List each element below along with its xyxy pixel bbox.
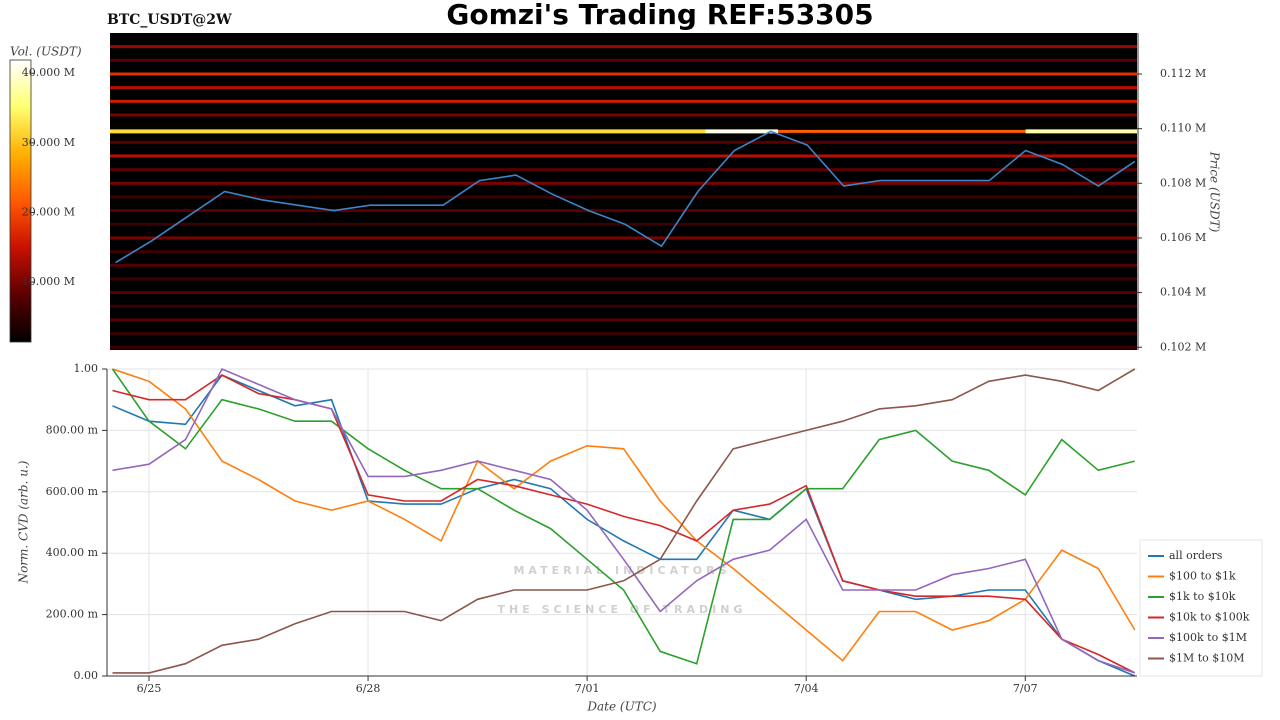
- legend-label: all orders: [1169, 549, 1223, 562]
- heatmap-band: [110, 209, 1137, 213]
- heatmap-band: [110, 236, 1137, 240]
- y-tick-label: 600.00 m: [46, 485, 99, 498]
- heatmap-band: [110, 291, 1137, 295]
- heatmap-band: [110, 113, 1137, 117]
- series-line: [112, 368, 1136, 662]
- series-line: [112, 374, 1136, 674]
- series-line: [112, 368, 1136, 674]
- heatmap-background: [110, 33, 1137, 350]
- heatmap-band: [110, 129, 706, 134]
- legend-label: $1M to $10M: [1169, 652, 1245, 665]
- heatmap-band: [110, 318, 1137, 322]
- legend: [1139, 539, 1263, 677]
- heatmap-band: [110, 154, 1137, 158]
- y-tick-label: 0.110 M: [1160, 122, 1206, 135]
- legend-label: $10k to $100k: [1169, 611, 1250, 624]
- series-line: [112, 367, 1136, 674]
- y-tick-label: 0.106 M: [1160, 231, 1206, 244]
- x-tick-label: 7/01: [575, 682, 600, 695]
- x-tick-label: 7/07: [1013, 682, 1038, 695]
- colorbar-tick-label: 30.000 M: [22, 136, 75, 149]
- heatmap-band: [110, 345, 1137, 349]
- heatmap-band: [1025, 129, 1137, 134]
- heatmap-band: [110, 58, 1137, 62]
- colorbar-tick-label: 10.000 M: [22, 275, 75, 288]
- legend-label: $1k to $10k: [1169, 590, 1236, 603]
- heatmap-band: [110, 250, 1137, 254]
- colorbar-tick-label: 20.000 M: [22, 205, 75, 218]
- colorbar-label: Vol. (USDT): [10, 45, 82, 59]
- y-axis-label: Price (USDT): [1208, 151, 1222, 233]
- heatmap-band: [705, 129, 779, 134]
- heatmap-band: [110, 86, 1137, 90]
- heatmap-band: [110, 72, 1137, 76]
- colorbar-tick-label: 40.000 M: [22, 66, 75, 79]
- x-tick-label: 6/28: [356, 682, 381, 695]
- y-tick-label: 400.00 m: [46, 546, 99, 559]
- y-tick-label: 1.00: [74, 362, 99, 375]
- heatmap-band: [110, 99, 1137, 103]
- y-tick-label: 0.104 M: [1160, 286, 1206, 299]
- heatmap-band: [110, 195, 1137, 199]
- y-axis-label: Norm. CVD (arb. u.): [17, 460, 31, 584]
- series-line: [112, 374, 1136, 677]
- heatmap-band: [110, 45, 1137, 49]
- heatmap-band: [110, 181, 1137, 185]
- heatmap-band: [110, 304, 1137, 308]
- legend-label: $100 to $1k: [1169, 570, 1236, 583]
- y-tick-label: 0.108 M: [1160, 176, 1206, 189]
- x-axis-label: Date (UTC): [586, 700, 656, 714]
- heatmap-band: [110, 332, 1137, 336]
- y-tick-label: 200.00 m: [46, 608, 99, 621]
- heatmap-band: [110, 277, 1137, 281]
- heatmap-band: [110, 168, 1137, 172]
- y-tick-label: 0.00: [74, 669, 99, 682]
- y-tick-label: 0.102 M: [1160, 340, 1206, 353]
- x-tick-label: 6/25: [137, 682, 162, 695]
- price-line: [115, 130, 1136, 264]
- heatmap-band: [110, 140, 1137, 144]
- heatmap-band: [110, 263, 1137, 267]
- legend-label: $100k to $1M: [1169, 631, 1247, 644]
- watermark: THE SCIENCE OF TRADING: [498, 603, 747, 616]
- y-tick-label: 800.00 m: [46, 423, 99, 436]
- watermark: MATERIAL INDICATORS: [513, 564, 730, 577]
- symbol-label: BTC_USDT@2W: [107, 12, 232, 28]
- y-tick-label: 0.112 M: [1160, 67, 1206, 80]
- chart-title: Gomzi's Trading REF:53305: [446, 0, 873, 31]
- series-line: [111, 368, 1135, 665]
- colorbar: [9, 59, 32, 343]
- x-tick-label: 7/04: [794, 682, 819, 695]
